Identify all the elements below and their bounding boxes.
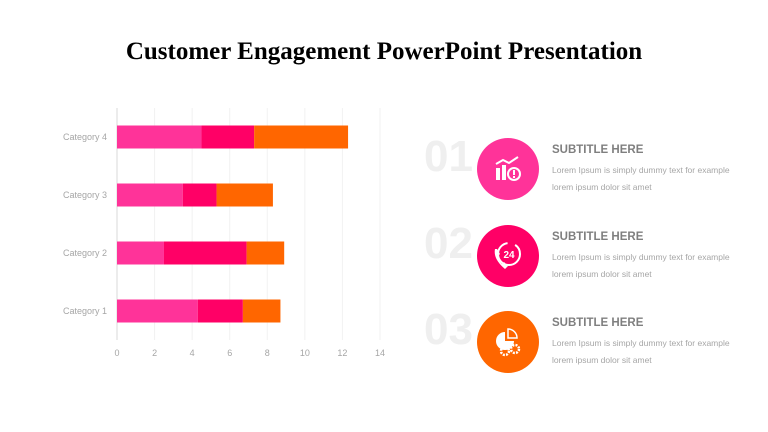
category-label: Category 4 bbox=[63, 132, 107, 142]
x-tick-label: 10 bbox=[300, 348, 310, 358]
stacked-bar-chart: 0 2 4 6 8 10 12 14 Category 1 Category 2 Category … bbox=[63, 108, 385, 358]
bar-segment bbox=[117, 241, 164, 265]
item-subtitle: SUBTITLE HERE bbox=[552, 317, 644, 329]
slide-title: Customer Engagement PowerPoint Presentat… bbox=[125, 38, 643, 65]
bar-segment bbox=[201, 125, 255, 149]
bar-segment bbox=[117, 299, 198, 323]
category-label: Category 3 bbox=[63, 190, 107, 200]
x-tick-label: 2 bbox=[152, 348, 157, 358]
bar-segment bbox=[242, 299, 281, 323]
bar-segment bbox=[117, 125, 202, 149]
bar-segment bbox=[254, 125, 349, 149]
item-number: 03 bbox=[424, 305, 473, 354]
bar-segment bbox=[117, 183, 183, 207]
x-tick-label: 0 bbox=[114, 348, 119, 358]
chart-alert-icon bbox=[477, 138, 539, 200]
phone-24-icon: 24 bbox=[477, 225, 539, 287]
category-label: Category 2 bbox=[63, 248, 107, 258]
x-tick-label: 6 bbox=[227, 348, 232, 358]
item-number: 02 bbox=[424, 219, 473, 268]
bar-segment bbox=[197, 299, 243, 323]
bar-segment bbox=[163, 241, 247, 265]
bar-segment bbox=[216, 183, 273, 207]
item-number: 01 bbox=[424, 132, 473, 181]
category-label: Category 1 bbox=[63, 306, 107, 316]
item-subtitle: SUBTITLE HERE bbox=[552, 144, 644, 156]
list-item-3: 03 SUBTITLE HERE Lorem Ipsum is simply d… bbox=[420, 305, 740, 391]
list-item-2: 02 24 SUBTITLE HERE Lorem Ipsum is simpl… bbox=[420, 219, 740, 305]
item-subtitle: SUBTITLE HERE bbox=[552, 231, 644, 243]
x-tick-label: 14 bbox=[375, 348, 385, 358]
svg-text:24: 24 bbox=[503, 250, 515, 261]
item-text: Lorem Ipsum is simply dummy text for exa… bbox=[552, 165, 730, 192]
x-tick-label: 4 bbox=[190, 348, 195, 358]
list-item-1: 01 SUBTITLE HERE Lorem Ipsum is simply d… bbox=[420, 132, 740, 218]
bar-segment bbox=[182, 183, 217, 207]
item-text: Lorem Ipsum is simply dummy text for exa… bbox=[552, 338, 730, 365]
pie-gears-icon bbox=[477, 311, 539, 373]
item-text: Lorem Ipsum is simply dummy text for exa… bbox=[552, 252, 730, 279]
bar-segment bbox=[246, 241, 285, 265]
x-tick-label: 12 bbox=[337, 348, 347, 358]
x-tick-label: 8 bbox=[265, 348, 270, 358]
